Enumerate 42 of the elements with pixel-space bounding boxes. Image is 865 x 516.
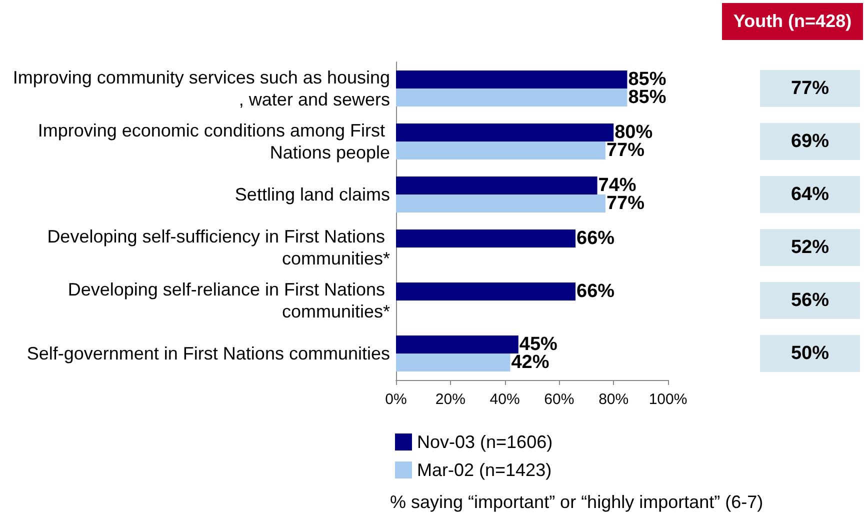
- y-tick-label: Developing self-reliance in First Nations communities*: [68, 280, 390, 322]
- legend-label: Nov-03 (n=1606): [417, 432, 553, 452]
- text: 66%: [576, 228, 615, 249]
- text: 64%: [760, 176, 860, 213]
- y-tick-label: Improving community services such as housing, water and sewers: [12, 68, 390, 110]
- x-axis-title: % saying “important” or “highly important” (6-7): [390, 492, 764, 512]
- x-tick-label: 40%: [490, 391, 520, 408]
- bar: [396, 354, 510, 372]
- bar: [396, 282, 576, 300]
- bar: [396, 142, 606, 160]
- y-tick-label: Self-government in First Nations communities: [26, 344, 390, 364]
- bar: [396, 70, 628, 88]
- text: 74%: [598, 174, 636, 196]
- text: 85%: [628, 68, 666, 90]
- text: 66%: [576, 280, 615, 302]
- text: 45%: [519, 334, 558, 355]
- text: 85%: [628, 87, 666, 108]
- text: 77%: [606, 140, 644, 162]
- bar: [396, 194, 606, 213]
- bar: [396, 88, 628, 107]
- x-tick-label: 80%: [598, 391, 629, 408]
- text: 42%: [511, 352, 550, 374]
- text: 77%: [606, 193, 644, 214]
- y-tick-label: Improving economic conditions among First Nations people: [38, 120, 390, 162]
- text: 69%: [760, 123, 860, 160]
- x-tick-label: 60%: [544, 391, 574, 408]
- x-tick-label: 0%: [385, 391, 407, 408]
- y-tick-label: Developing self-sufficiency in First Nations communities*: [47, 226, 390, 268]
- bar: [396, 335, 518, 354]
- text: 56%: [760, 282, 860, 319]
- text: 77%: [760, 70, 860, 107]
- text: 80%: [614, 122, 653, 143]
- legend-label: Mar-02 (n=1423): [417, 460, 552, 480]
- x-tick-label: 100%: [648, 391, 688, 408]
- bar: [396, 123, 614, 142]
- y-tick-label: Settling land claims: [234, 184, 390, 204]
- text: 52%: [760, 229, 860, 266]
- bar: [396, 176, 598, 194]
- x-tick-label: 20%: [435, 391, 466, 408]
- text: Youth (n=428): [722, 3, 863, 40]
- bar: [396, 229, 576, 248]
- text: 50%: [760, 335, 860, 372]
